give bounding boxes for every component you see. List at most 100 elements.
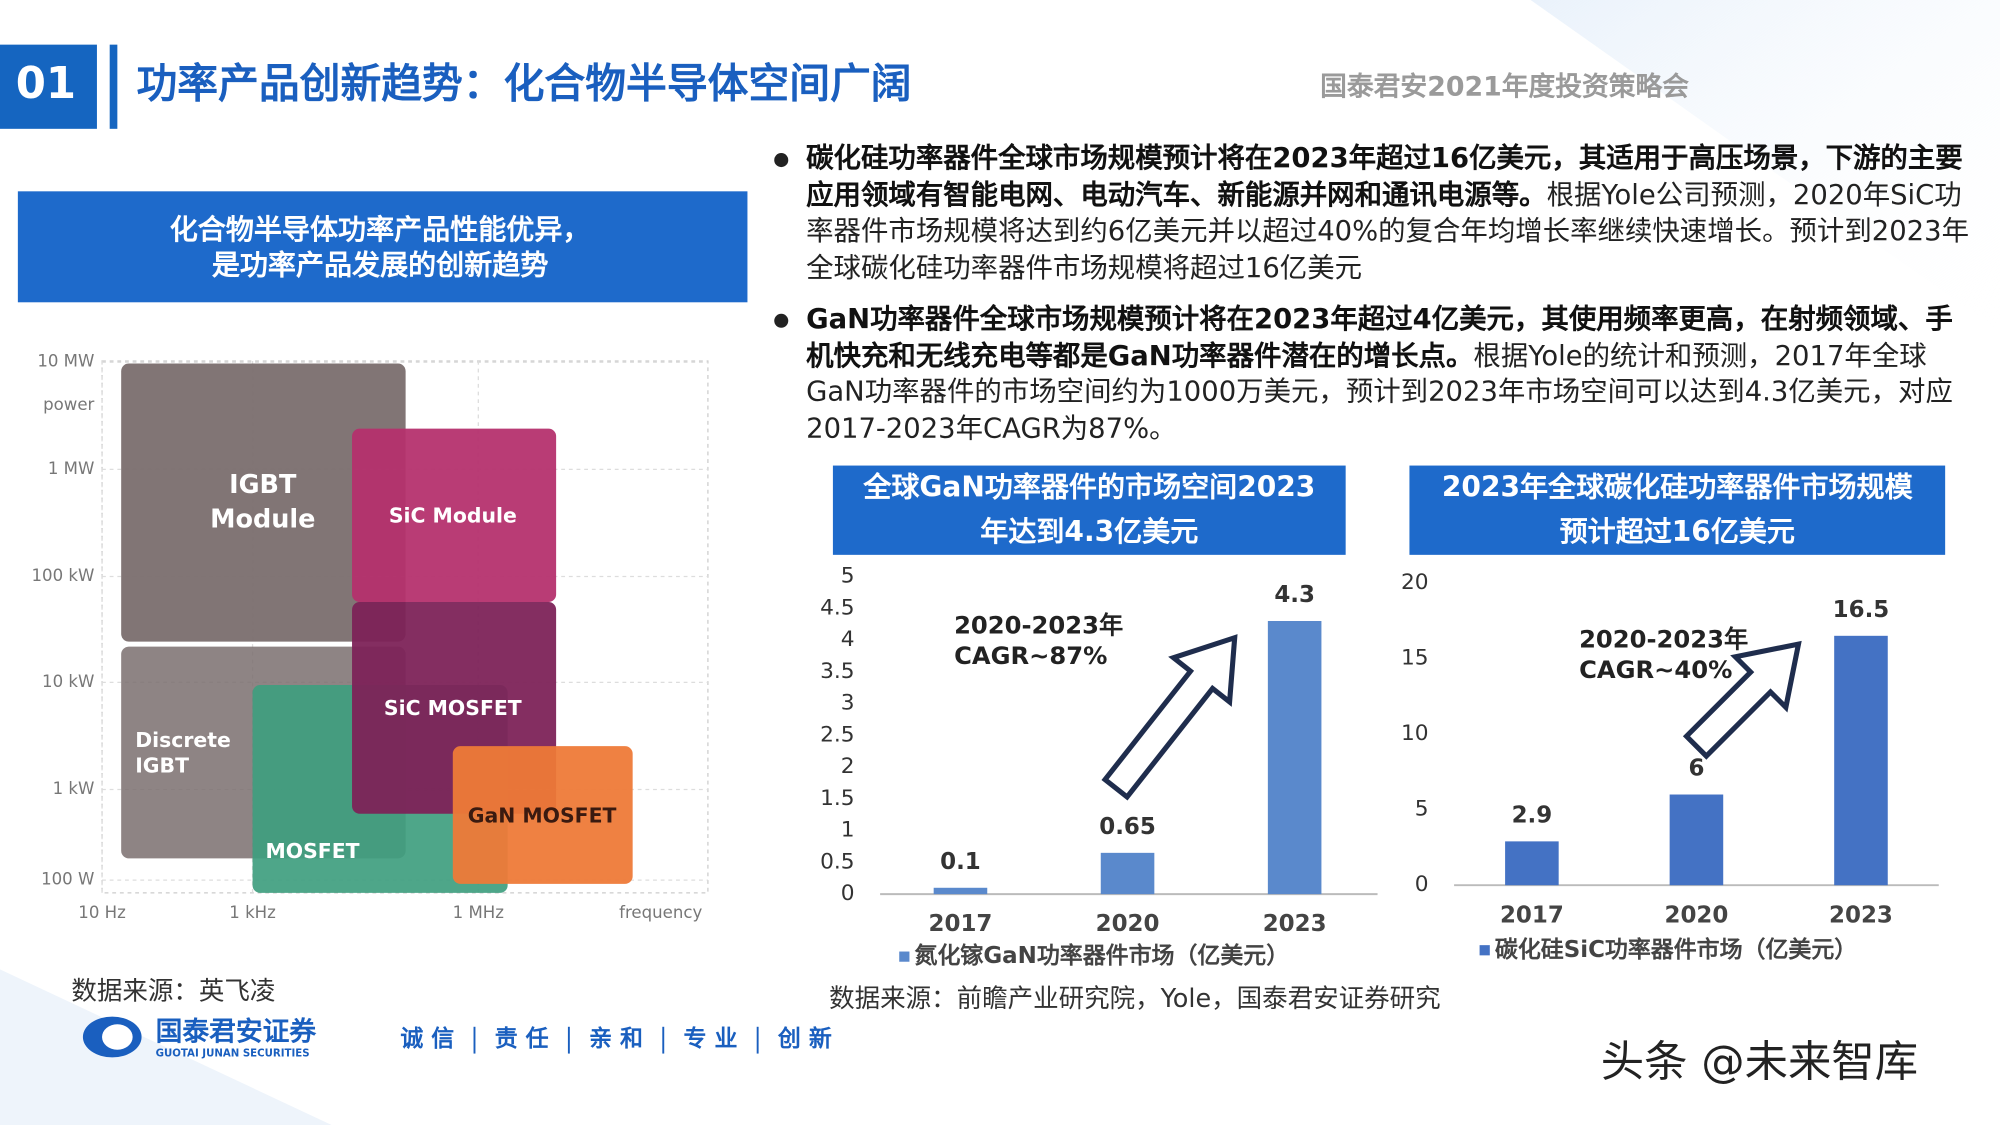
y-axis-label: 10 MW bbox=[37, 352, 94, 371]
region bbox=[452, 746, 633, 884]
y-axis-label: 1 kW bbox=[53, 779, 95, 798]
page-title: 功率产品创新趋势：化合物半导体空间广阔 bbox=[136, 60, 911, 108]
x-axis-label: frequency bbox=[619, 903, 702, 922]
y-tick-label: 4.5 bbox=[820, 595, 854, 620]
annotation: 2020-2023年 bbox=[954, 611, 1123, 639]
y-tick-label: 20 bbox=[1401, 570, 1429, 595]
y-axis-label: 1 MW bbox=[48, 459, 95, 478]
region bbox=[121, 363, 406, 642]
chart-title: 全球GaN功率器件的市场空间2023 bbox=[862, 471, 1315, 504]
y-axis-label: 100 W bbox=[41, 870, 94, 889]
x-tick-label: 2017 bbox=[929, 911, 993, 937]
x-tick-label: 2020 bbox=[1665, 902, 1729, 928]
chart-title-box bbox=[832, 465, 1346, 555]
y-axis-label: 10 kW bbox=[42, 672, 94, 691]
y-tick-label: 10 bbox=[1401, 721, 1429, 746]
x-tick-label: 2020 bbox=[1096, 911, 1160, 937]
trend-arrow bbox=[1101, 634, 1238, 801]
region bbox=[352, 428, 557, 603]
bullet-bold: 碳化硅功率器件全球市场规模预计将在2023年超过16亿美元，其适用于高压场景，下… bbox=[806, 142, 1963, 212]
value-label: 0.1 bbox=[940, 849, 981, 875]
value-label: 2.9 bbox=[1512, 802, 1553, 828]
bar bbox=[933, 887, 988, 895]
region-label: Discrete bbox=[135, 728, 231, 752]
x-axis-label: 1 kHz bbox=[229, 903, 276, 922]
region-label: MOSFET bbox=[265, 839, 359, 863]
headline: 是功率产品发展的创新趋势 bbox=[212, 249, 549, 282]
region-label: SiC MOSFET bbox=[384, 696, 522, 720]
bullet-paragraph: 碳化硅功率器件全球市场规模预计将在2023年超过16亿美元，其适用于高压场景，下… bbox=[774, 142, 1973, 287]
number-box bbox=[0, 44, 97, 129]
x-tick-label: 2023 bbox=[1263, 911, 1327, 937]
headline-box bbox=[17, 191, 748, 303]
chart-title: 预计超过16亿美元 bbox=[1560, 515, 1795, 548]
title-bar bbox=[109, 44, 118, 129]
y-tick-label: 1.5 bbox=[820, 786, 854, 811]
slogan-word: 责 任 bbox=[495, 1025, 549, 1052]
region-label: GaN MOSFET bbox=[468, 803, 617, 827]
region-label: SiC Module bbox=[389, 504, 517, 528]
watermark: 头条 @未来智库 bbox=[1601, 1038, 1918, 1088]
x-axis-label: 1 MHz bbox=[453, 903, 504, 922]
bullet-text: 根据Yole公司预测，2020年SiC功率器件市场规模将达到约6亿美元并以超过4… bbox=[806, 179, 1969, 284]
value-label: 6 bbox=[1688, 756, 1704, 782]
y-tick-label: 2.5 bbox=[820, 722, 854, 747]
bullet-dot bbox=[774, 313, 789, 328]
value-label: 0.65 bbox=[1099, 814, 1156, 840]
y-tick-label: 0 bbox=[1415, 872, 1429, 897]
y-tick-label: 0 bbox=[841, 881, 855, 906]
bar bbox=[1834, 635, 1888, 886]
y-axis-label: power bbox=[43, 395, 94, 414]
y-tick-label: 1 bbox=[841, 818, 855, 843]
annotation: 2020-2023年 bbox=[1579, 625, 1748, 653]
region-label: IGBT bbox=[229, 470, 297, 500]
y-tick-label: 0.5 bbox=[820, 849, 854, 874]
region-label: IGBT bbox=[135, 754, 189, 778]
value-label: 16.5 bbox=[1833, 597, 1890, 623]
bar bbox=[1100, 852, 1155, 895]
logo-mark bbox=[102, 1024, 133, 1050]
y-tick-label: 5 bbox=[841, 564, 855, 589]
bullet-text: 根据Yole的统计和预测，2017年全球GaN功率器件的市场空间约为1000万美… bbox=[806, 339, 1953, 445]
company-name-en: GUOTAI JUNAN SECURITIES bbox=[156, 1049, 310, 1060]
legend-swatch bbox=[899, 951, 910, 962]
x-axis-label: 10 Hz bbox=[78, 903, 126, 922]
source-note: 数据来源：前瞻产业研究院，Yole，国泰君安证券研究 bbox=[829, 984, 1441, 1014]
bar bbox=[1505, 841, 1559, 886]
y-tick-label: 4 bbox=[841, 627, 855, 652]
annotation: CAGR~40% bbox=[1579, 656, 1732, 684]
chart-title: 2023年全球碳化硅功率器件市场规模 bbox=[1442, 471, 1914, 504]
section-number: 01 bbox=[16, 59, 76, 109]
chart-title: 年达到4.3亿美元 bbox=[980, 515, 1198, 548]
y-axis-label: 100 kW bbox=[31, 566, 94, 585]
slogan-word: 诚 信 bbox=[400, 1025, 454, 1052]
slogan-word: 创 新 bbox=[777, 1025, 832, 1052]
x-tick-label: 2023 bbox=[1829, 902, 1893, 928]
trend-arrow bbox=[1682, 640, 1802, 760]
annotation: CAGR~87% bbox=[954, 642, 1107, 670]
value-label: 4.3 bbox=[1274, 582, 1315, 608]
bullet-bold: GaN功率器件全球市场规模预计将在2023年超过4亿美元，其使用频率更高，在射频… bbox=[806, 303, 1953, 372]
bar bbox=[1267, 620, 1322, 895]
bullet-paragraph: GaN功率器件全球市场规模预计将在2023年超过4亿美元，其使用频率更高，在射频… bbox=[774, 302, 1973, 447]
region-label: Module bbox=[210, 504, 315, 534]
legend-label: 氮化镓GaN功率器件市场（亿美元） bbox=[915, 942, 1290, 969]
legend-label: 碳化硅SiC功率器件市场（亿美元） bbox=[1495, 936, 1857, 963]
slogan-word: 亲 和 bbox=[589, 1025, 643, 1052]
legend-swatch bbox=[1479, 945, 1490, 956]
y-tick-label: 3 bbox=[841, 691, 855, 716]
y-tick-label: 5 bbox=[1415, 797, 1429, 822]
y-tick-label: 3.5 bbox=[820, 659, 854, 684]
bar bbox=[1669, 794, 1724, 886]
source-note: 数据来源：英飞凌 bbox=[71, 976, 275, 1006]
headline: 化合物半导体功率产品性能优异， bbox=[170, 213, 591, 246]
y-tick-label: 2 bbox=[841, 754, 855, 779]
chart-title-box bbox=[1409, 465, 1946, 555]
event-name: 国泰君安2021年度投资策略会 bbox=[1320, 71, 1689, 103]
slogan-word: 专 业 bbox=[684, 1025, 738, 1052]
x-tick-label: 2017 bbox=[1500, 902, 1564, 928]
bullet-dot bbox=[774, 153, 789, 168]
